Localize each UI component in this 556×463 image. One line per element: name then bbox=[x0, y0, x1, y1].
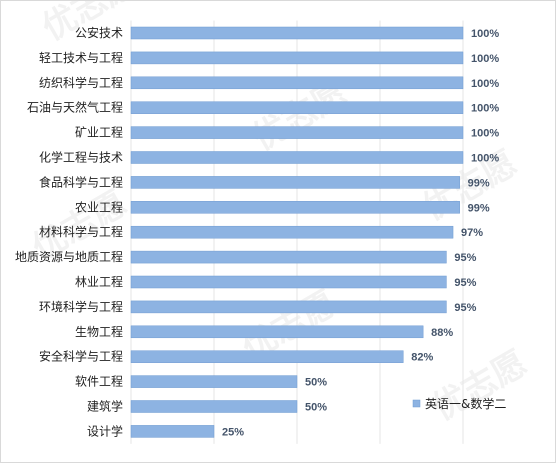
category-label: 食品科学与工程 bbox=[39, 174, 123, 189]
legend: 英语一&数学二 bbox=[412, 396, 506, 411]
category-labels: 公安技术轻工技术与工程纺织科学与工程石油与天然气工程矿业工程化学工程与技术食品科… bbox=[15, 25, 123, 438]
value-label: 100% bbox=[471, 28, 499, 40]
bar bbox=[130, 26, 464, 40]
bar bbox=[130, 126, 464, 139]
value-label: 100% bbox=[471, 78, 499, 90]
bar bbox=[130, 375, 298, 388]
category-label: 设计学 bbox=[87, 423, 123, 438]
watermark-layer: 优志愿优志愿优志愿优志愿优志愿优志愿 bbox=[26, 1, 534, 429]
value-label: 50% bbox=[305, 377, 327, 389]
watermark-text: 优志愿 bbox=[426, 343, 534, 429]
category-label: 材料科学与工程 bbox=[39, 224, 123, 239]
value-label: 100% bbox=[471, 128, 499, 140]
bar bbox=[130, 51, 464, 65]
category-label: 建筑学 bbox=[87, 399, 123, 414]
value-label: 97% bbox=[461, 227, 483, 239]
category-label: 公安技术 bbox=[75, 25, 123, 40]
bar bbox=[130, 350, 404, 363]
category-label: 化学工程与技术 bbox=[39, 150, 123, 165]
value-label: 100% bbox=[471, 103, 499, 115]
category-label: 矿业工程 bbox=[75, 125, 123, 140]
value-label: 99% bbox=[468, 202, 490, 214]
bar bbox=[130, 176, 460, 189]
value-label: 82% bbox=[411, 352, 433, 364]
legend-swatch bbox=[412, 399, 421, 408]
category-label: 石油与天然气工程 bbox=[27, 100, 123, 115]
category-label: 地质资源与地质工程 bbox=[15, 249, 123, 264]
watermark-text: 优志愿 bbox=[36, 1, 144, 49]
bar bbox=[130, 400, 298, 413]
value-label: 50% bbox=[305, 402, 327, 414]
value-label: 100% bbox=[471, 153, 499, 165]
legend-label: 英语一&数学二 bbox=[425, 396, 506, 411]
value-label: 25% bbox=[222, 426, 244, 438]
category-label: 轻工技术与工程 bbox=[39, 50, 123, 65]
category-label: 软件工程 bbox=[75, 374, 123, 389]
bar bbox=[130, 250, 447, 264]
bar bbox=[130, 275, 447, 289]
category-label: 环境科学与工程 bbox=[39, 299, 123, 314]
category-label: 安全科学与工程 bbox=[39, 349, 123, 364]
value-label: 99% bbox=[468, 177, 490, 189]
bar bbox=[130, 101, 464, 114]
bar bbox=[130, 201, 460, 214]
value-label: 88% bbox=[431, 327, 453, 339]
bar bbox=[130, 425, 215, 438]
value-label: 95% bbox=[454, 277, 476, 289]
value-label: 100% bbox=[471, 53, 499, 65]
category-label: 纺织科学与工程 bbox=[39, 75, 123, 90]
category-label: 林业工程 bbox=[75, 274, 123, 289]
bar bbox=[130, 151, 464, 164]
category-label: 生物工程 bbox=[75, 324, 123, 339]
value-labels: 100% 100% 100% 100% 100% 100% 99% 99% 97% 95% 95% 9… bbox=[222, 28, 499, 438]
value-label: 95% bbox=[454, 252, 476, 264]
bar bbox=[130, 225, 454, 239]
bar bbox=[130, 325, 424, 339]
bar bbox=[130, 76, 464, 90]
bar bbox=[130, 300, 447, 314]
value-label: 95% bbox=[454, 302, 476, 314]
category-label: 农业工程 bbox=[75, 199, 123, 214]
bar-series bbox=[130, 26, 464, 438]
